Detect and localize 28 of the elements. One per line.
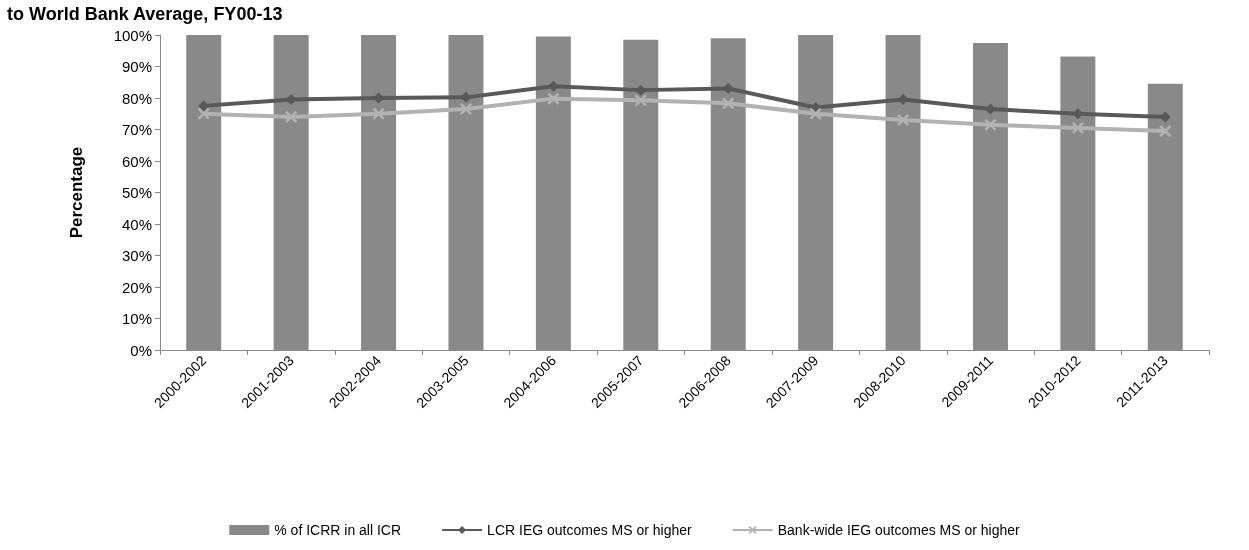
legend-label: LCR IEG outcomes MS or higher (487, 522, 693, 538)
y-tick-label: 20% (121, 278, 152, 296)
point (897, 114, 910, 127)
point (1159, 125, 1172, 138)
y-tick-label: 60% (121, 152, 152, 170)
point (634, 94, 647, 107)
chart-title: to World Bank Average, FY00-13 (7, 4, 283, 24)
point (984, 118, 997, 131)
point (1071, 121, 1084, 134)
point (722, 97, 735, 110)
legend-label: Bank-wide IEG outcomes MS or higher (777, 522, 1021, 538)
y-tick-label: 70% (121, 121, 152, 138)
point (372, 107, 385, 120)
point (547, 92, 560, 105)
y-tick-label: 40% (121, 215, 152, 233)
y-tick-label: 50% (121, 184, 152, 201)
y-tick-label: 100% (113, 26, 152, 44)
legend-label: % of ICRR in all ICR (274, 522, 402, 538)
y-tick-label: 30% (121, 247, 152, 264)
point (459, 103, 472, 116)
y-tick-label: 0% (130, 341, 152, 359)
point (197, 107, 210, 120)
y-tick-label: 80% (121, 89, 152, 107)
y-tick-label: 90% (121, 58, 152, 75)
point (285, 110, 298, 123)
y-axis-title: Percentage (67, 146, 86, 239)
point (809, 107, 822, 120)
y-tick-label: 10% (121, 310, 152, 327)
